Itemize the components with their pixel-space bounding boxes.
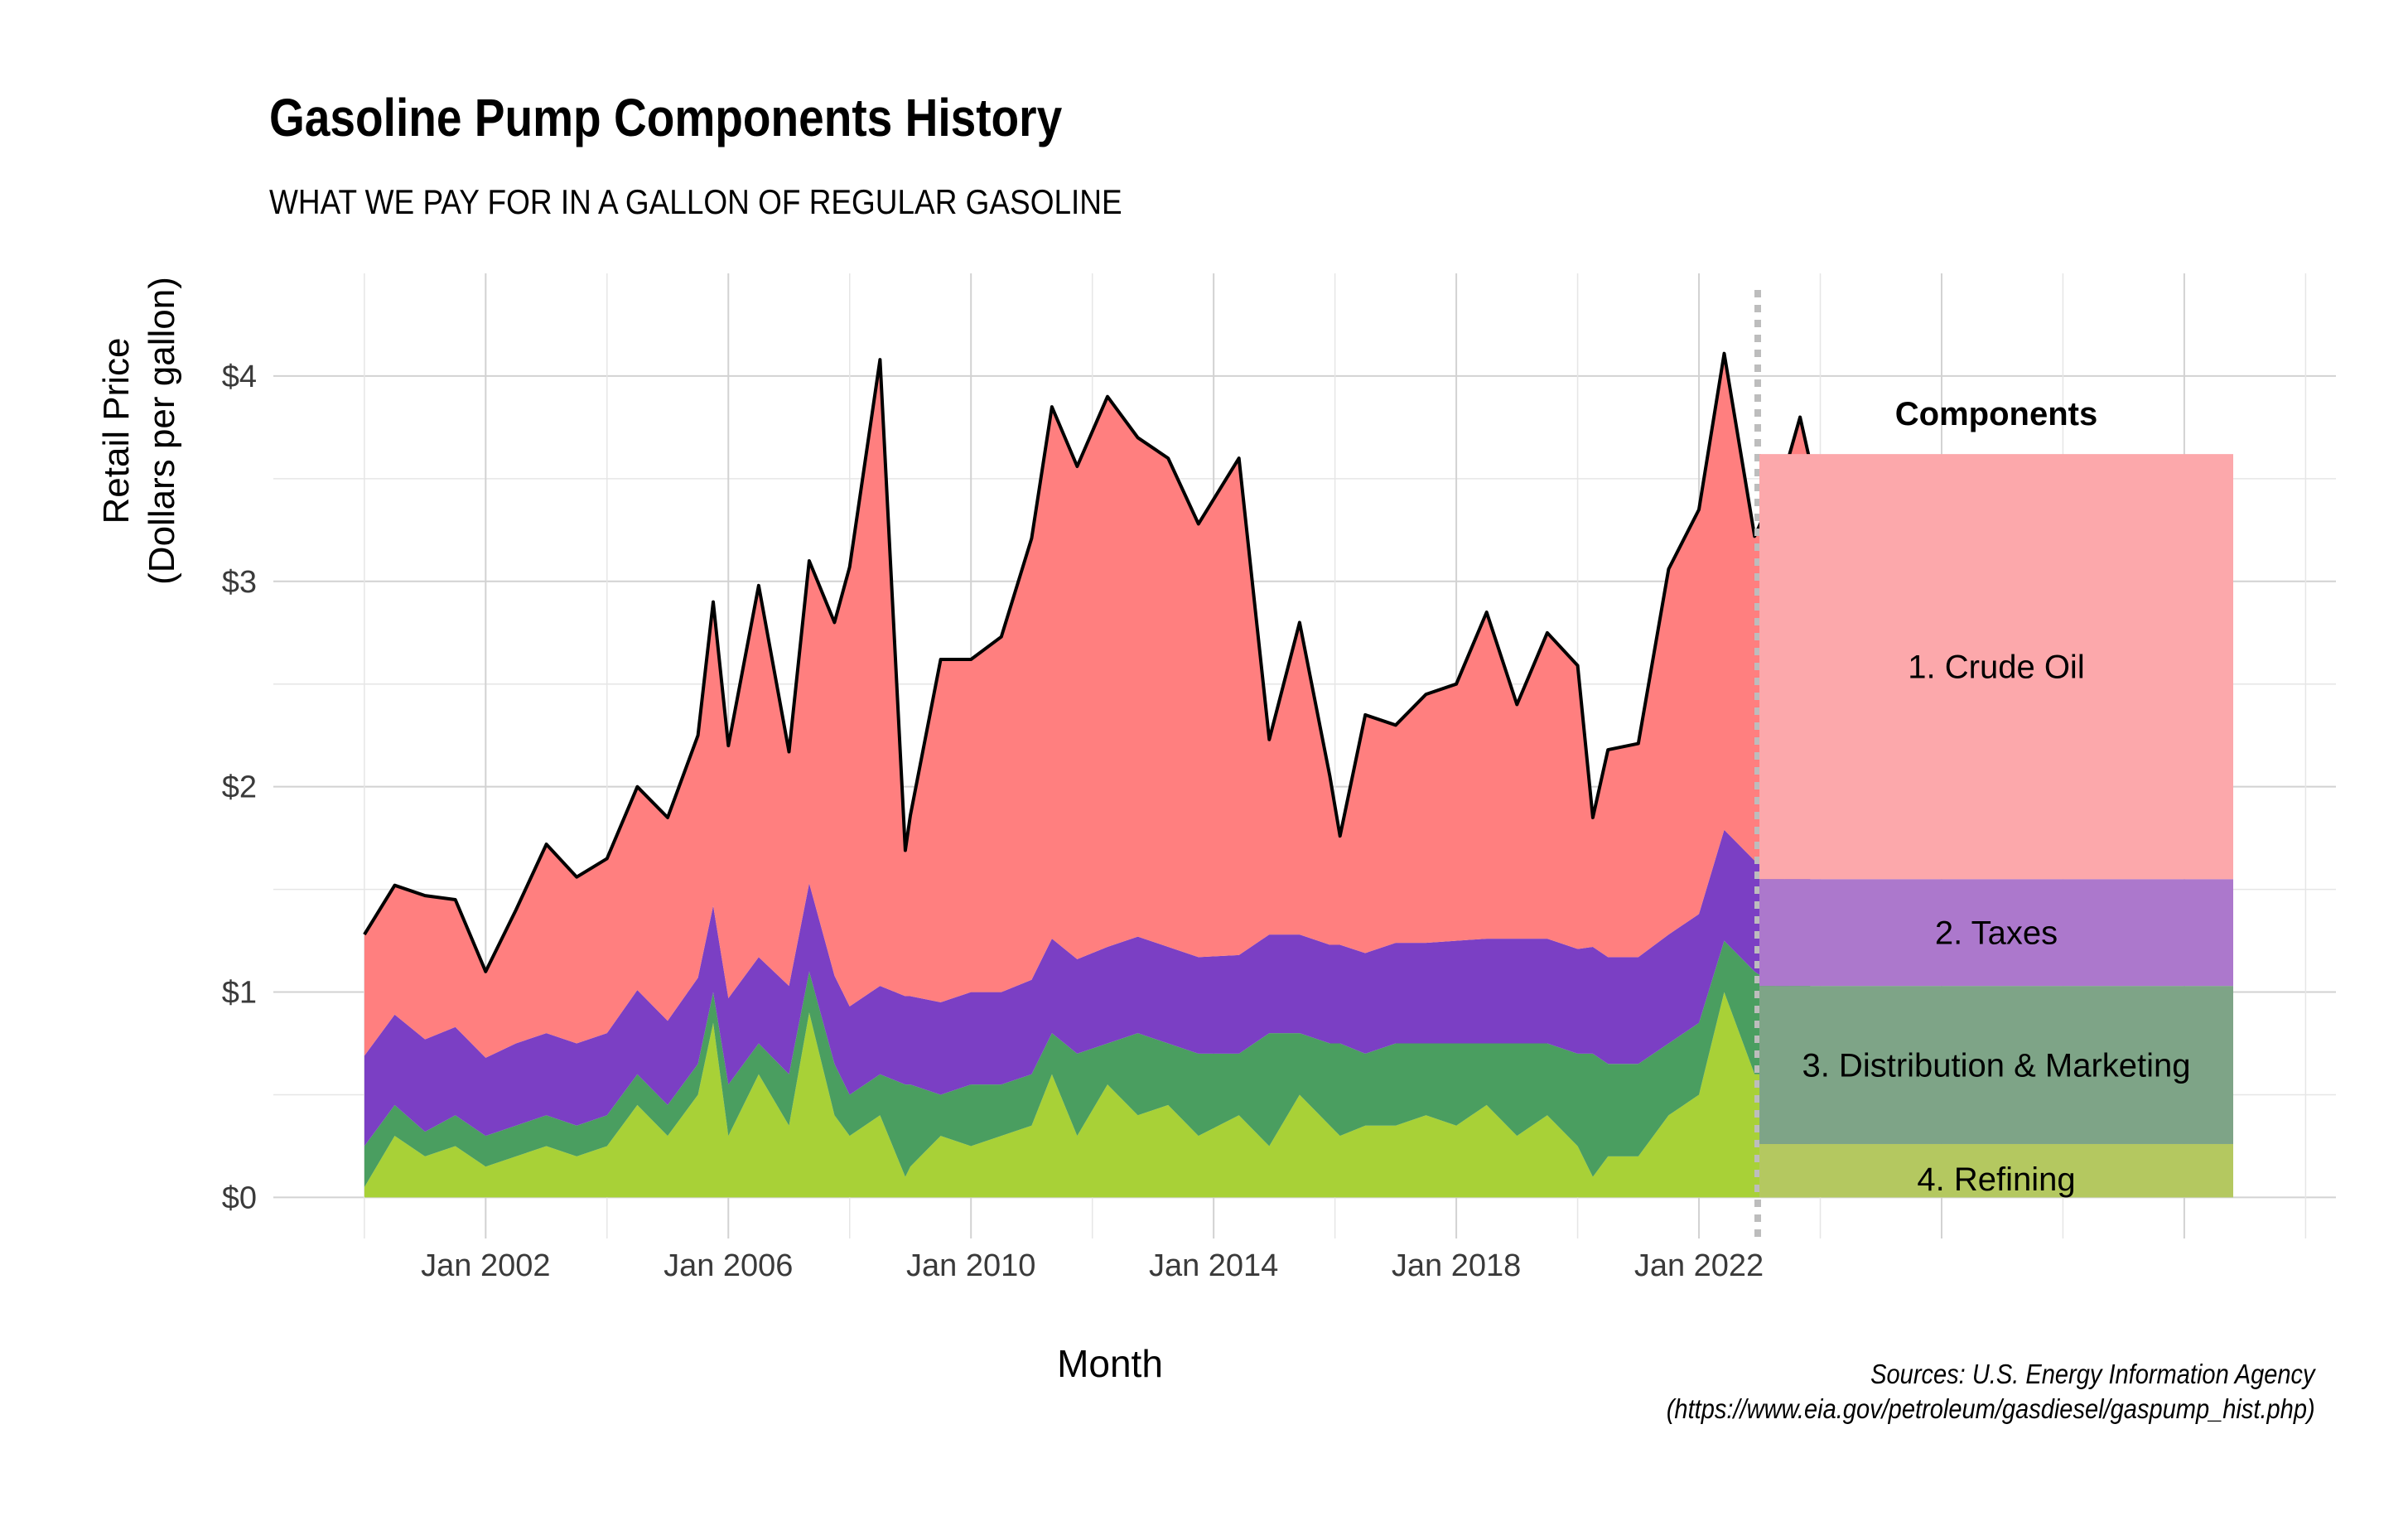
- distribution-marketing-area: [364, 940, 1811, 1187]
- legend-label-crude-oil: 1. Crude Oil: [1908, 649, 2084, 686]
- y-tick-label: $1: [222, 976, 257, 1011]
- source-note-line1: Sources: U.S. Energy Information Agency: [1870, 1359, 2315, 1389]
- legend-block-taxes: [1759, 879, 2233, 987]
- x-axis-title: Month: [1057, 1342, 1163, 1385]
- y-tick-label: $0: [222, 1180, 257, 1215]
- axis-labels: $0 $1 $2 $3 $4 Jan 2002 Jan 2006 Jan 2010 Jan 20…: [96, 277, 1764, 1385]
- x-tick-label: Jan 2022: [1634, 1248, 1764, 1283]
- legend-label-refining: 4. Refining: [1917, 1161, 2075, 1198]
- y-axis-title-line: Retail Price: [96, 338, 137, 524]
- refining-area: [364, 992, 1811, 1198]
- y-tick-label: $3: [222, 565, 257, 600]
- y-tick-label: $2: [222, 770, 257, 805]
- source-note-line2: (https://www.eia.gov/petroleum/gasdiesel…: [1667, 1393, 2315, 1424]
- y-tick-label: $4: [222, 360, 257, 394]
- taxes-area: [364, 829, 1811, 1147]
- x-tick-label: Jan 2014: [1149, 1248, 1278, 1283]
- legend-block-distribution: [1759, 986, 2233, 1144]
- legend-label-distribution: 3. Distribution & Marketing: [1802, 1048, 2190, 1084]
- chart-subtitle: WHAT WE PAY FOR IN A GALLON OF REGULAR G…: [269, 182, 1122, 221]
- legend-label-taxes: 2. Taxes: [1935, 915, 2058, 952]
- legend-block-refining: [1759, 1143, 2233, 1198]
- y-axis-title-line: (Dollars per gallon): [142, 277, 182, 585]
- total-price-line: [363, 351, 1812, 973]
- x-tick-label: Jan 2010: [906, 1248, 1035, 1283]
- legend-block-crude-oil: [1759, 454, 2233, 880]
- legend-title: Components: [1895, 396, 2097, 432]
- crude-oil-area: [364, 353, 1811, 1058]
- x-tick-label: Jan 2002: [421, 1248, 550, 1283]
- chart-title: Gasoline Pump Components History: [269, 88, 1063, 147]
- x-tick-label: Jan 2018: [1392, 1248, 1521, 1283]
- total-price-line-group: [363, 290, 1812, 1238]
- components-legend: 4. Refining 3. Distribution & Marketing 2.…: [1759, 396, 2233, 1198]
- x-tick-label: Jan 2006: [664, 1248, 793, 1283]
- area-layers: [364, 353, 1811, 1198]
